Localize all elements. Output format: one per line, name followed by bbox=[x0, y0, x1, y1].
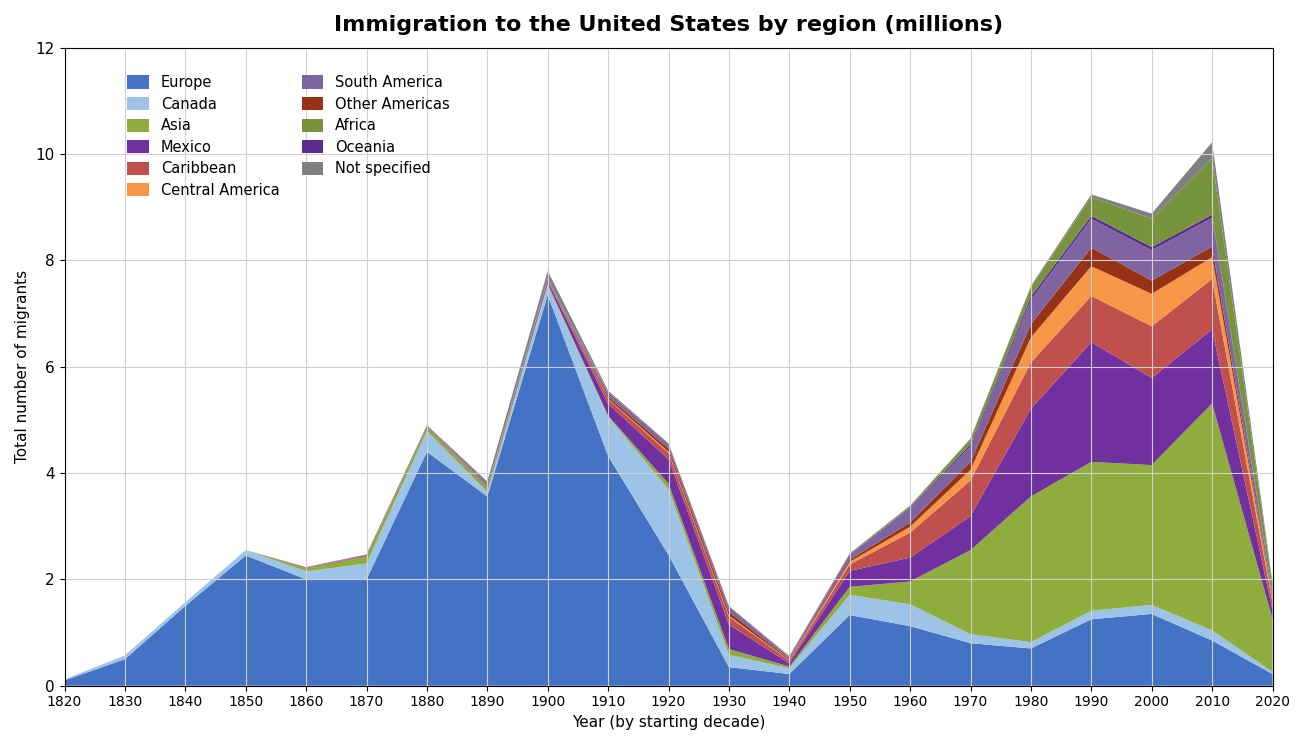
Title: Immigration to the United States by region (millions): Immigration to the United States by regi… bbox=[334, 15, 1004, 35]
X-axis label: Year (by starting decade): Year (by starting decade) bbox=[572, 715, 765, 730]
Y-axis label: Total number of migrants: Total number of migrants bbox=[14, 270, 30, 463]
Legend: Europe, Canada, Asia, Mexico, Caribbean, Central America, South America, Other A: Europe, Canada, Asia, Mexico, Caribbean,… bbox=[120, 68, 457, 205]
